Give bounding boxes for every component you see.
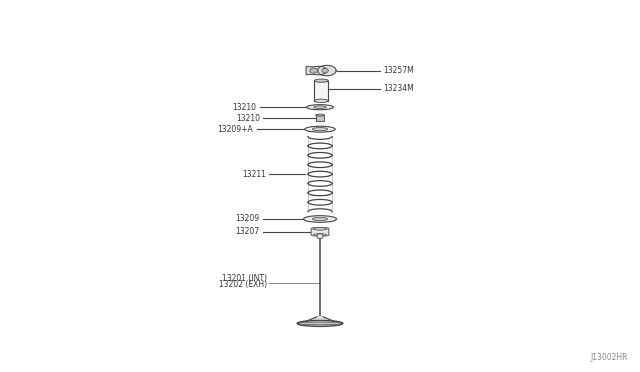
Text: 13209+A: 13209+A bbox=[218, 125, 253, 134]
Text: 13210: 13210 bbox=[236, 114, 260, 123]
Ellipse shape bbox=[307, 105, 333, 110]
Polygon shape bbox=[306, 66, 326, 75]
Ellipse shape bbox=[305, 126, 335, 132]
FancyBboxPatch shape bbox=[311, 228, 329, 236]
Ellipse shape bbox=[312, 217, 328, 221]
Ellipse shape bbox=[314, 234, 326, 236]
Text: 13210: 13210 bbox=[232, 103, 257, 112]
Text: 13207: 13207 bbox=[236, 227, 260, 236]
Ellipse shape bbox=[310, 68, 317, 73]
Ellipse shape bbox=[297, 322, 343, 325]
Ellipse shape bbox=[314, 99, 328, 102]
Text: J13002HR: J13002HR bbox=[590, 353, 628, 362]
Text: 13209: 13209 bbox=[236, 215, 260, 224]
Text: 13211: 13211 bbox=[242, 170, 266, 179]
Ellipse shape bbox=[322, 68, 328, 73]
Ellipse shape bbox=[314, 106, 326, 109]
Ellipse shape bbox=[313, 228, 327, 230]
Ellipse shape bbox=[312, 128, 328, 131]
Ellipse shape bbox=[316, 114, 324, 116]
Ellipse shape bbox=[297, 320, 343, 326]
Polygon shape bbox=[318, 65, 336, 76]
Ellipse shape bbox=[314, 79, 328, 82]
Ellipse shape bbox=[303, 216, 337, 222]
Text: 13202 (EXH): 13202 (EXH) bbox=[220, 280, 268, 289]
Bar bbox=[314, 81, 328, 101]
Text: 13257M: 13257M bbox=[383, 66, 414, 75]
Text: 13234M: 13234M bbox=[383, 84, 414, 93]
Text: 13201 (INT): 13201 (INT) bbox=[222, 274, 268, 283]
Bar bbox=[316, 115, 324, 121]
Polygon shape bbox=[307, 317, 333, 321]
Ellipse shape bbox=[317, 234, 323, 239]
